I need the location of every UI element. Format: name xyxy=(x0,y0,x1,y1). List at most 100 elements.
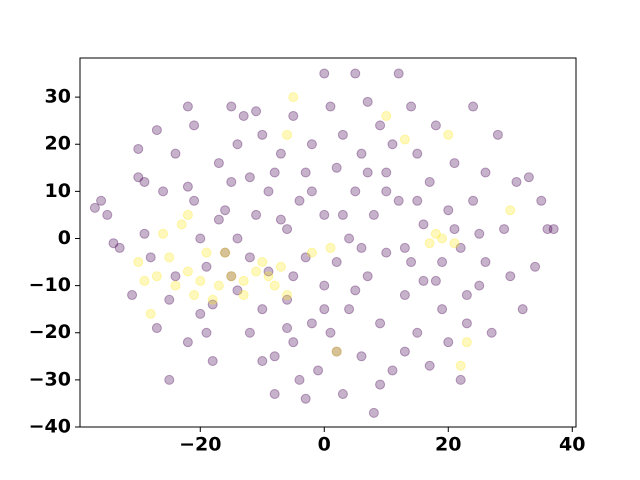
point xyxy=(337,389,348,400)
point xyxy=(164,374,175,385)
point xyxy=(337,209,348,220)
point xyxy=(195,275,206,286)
point xyxy=(306,186,317,197)
point xyxy=(201,327,212,338)
point xyxy=(418,219,429,230)
point xyxy=(145,308,156,319)
point xyxy=(536,195,547,206)
point xyxy=(288,337,299,348)
point xyxy=(356,242,367,253)
point xyxy=(182,181,193,192)
point xyxy=(375,318,386,329)
point xyxy=(412,148,423,159)
point xyxy=(399,242,410,253)
point xyxy=(300,252,311,263)
point xyxy=(257,356,268,367)
point xyxy=(139,275,150,286)
y-tick-label: −30 xyxy=(29,368,71,390)
point xyxy=(424,176,435,187)
point xyxy=(517,304,528,315)
point xyxy=(300,167,311,178)
point xyxy=(282,224,293,235)
point xyxy=(201,261,212,272)
point xyxy=(387,365,398,376)
point xyxy=(319,304,330,315)
point xyxy=(430,275,441,286)
point xyxy=(275,261,286,272)
y-tick-label: 30 xyxy=(45,86,71,108)
point xyxy=(306,318,317,329)
point xyxy=(133,172,144,183)
point xyxy=(331,257,342,268)
point xyxy=(257,257,268,268)
point xyxy=(406,257,417,268)
point xyxy=(325,101,336,112)
point xyxy=(306,139,317,150)
point xyxy=(461,290,472,301)
point xyxy=(158,186,169,197)
point xyxy=(505,271,516,282)
point xyxy=(455,242,466,253)
point xyxy=(350,285,361,296)
point xyxy=(275,148,286,159)
point xyxy=(499,224,510,235)
point xyxy=(170,271,181,282)
point xyxy=(530,261,541,272)
point xyxy=(492,129,503,140)
point xyxy=(226,101,237,112)
point xyxy=(269,167,280,178)
point xyxy=(226,271,237,282)
point xyxy=(474,228,485,239)
point xyxy=(437,304,448,315)
point xyxy=(362,96,373,107)
point xyxy=(461,337,472,348)
point xyxy=(244,172,255,183)
point xyxy=(294,195,305,206)
point xyxy=(133,143,144,154)
point xyxy=(244,252,255,263)
x-tick-label: 20 xyxy=(435,434,461,456)
point xyxy=(449,158,460,169)
y-tick-label: 20 xyxy=(45,133,71,155)
point xyxy=(257,304,268,315)
point xyxy=(238,275,249,286)
point xyxy=(269,351,280,362)
point xyxy=(319,68,330,79)
point xyxy=(288,92,299,103)
point xyxy=(331,162,342,173)
point xyxy=(238,290,249,301)
point xyxy=(151,125,162,136)
point xyxy=(306,247,317,258)
point xyxy=(319,280,330,291)
point xyxy=(344,304,355,315)
point xyxy=(170,148,181,159)
point xyxy=(114,242,125,253)
point xyxy=(300,393,311,404)
point xyxy=(288,110,299,121)
point xyxy=(449,238,460,249)
point xyxy=(226,271,237,282)
plot-frame xyxy=(79,57,577,428)
point xyxy=(89,202,100,213)
point xyxy=(480,167,491,178)
point xyxy=(399,290,410,301)
point xyxy=(213,214,224,225)
point xyxy=(282,290,293,301)
point xyxy=(430,228,441,239)
point xyxy=(182,266,193,277)
point xyxy=(455,374,466,385)
point xyxy=(282,323,293,334)
point xyxy=(430,120,441,131)
point xyxy=(257,129,268,140)
point xyxy=(102,209,113,220)
point xyxy=(424,238,435,249)
point xyxy=(362,271,373,282)
point xyxy=(443,129,454,140)
point xyxy=(350,186,361,197)
point xyxy=(282,129,293,140)
point xyxy=(263,266,274,277)
point xyxy=(393,195,404,206)
point xyxy=(263,271,274,282)
point xyxy=(356,148,367,159)
x-tick-label: 40 xyxy=(559,434,585,456)
